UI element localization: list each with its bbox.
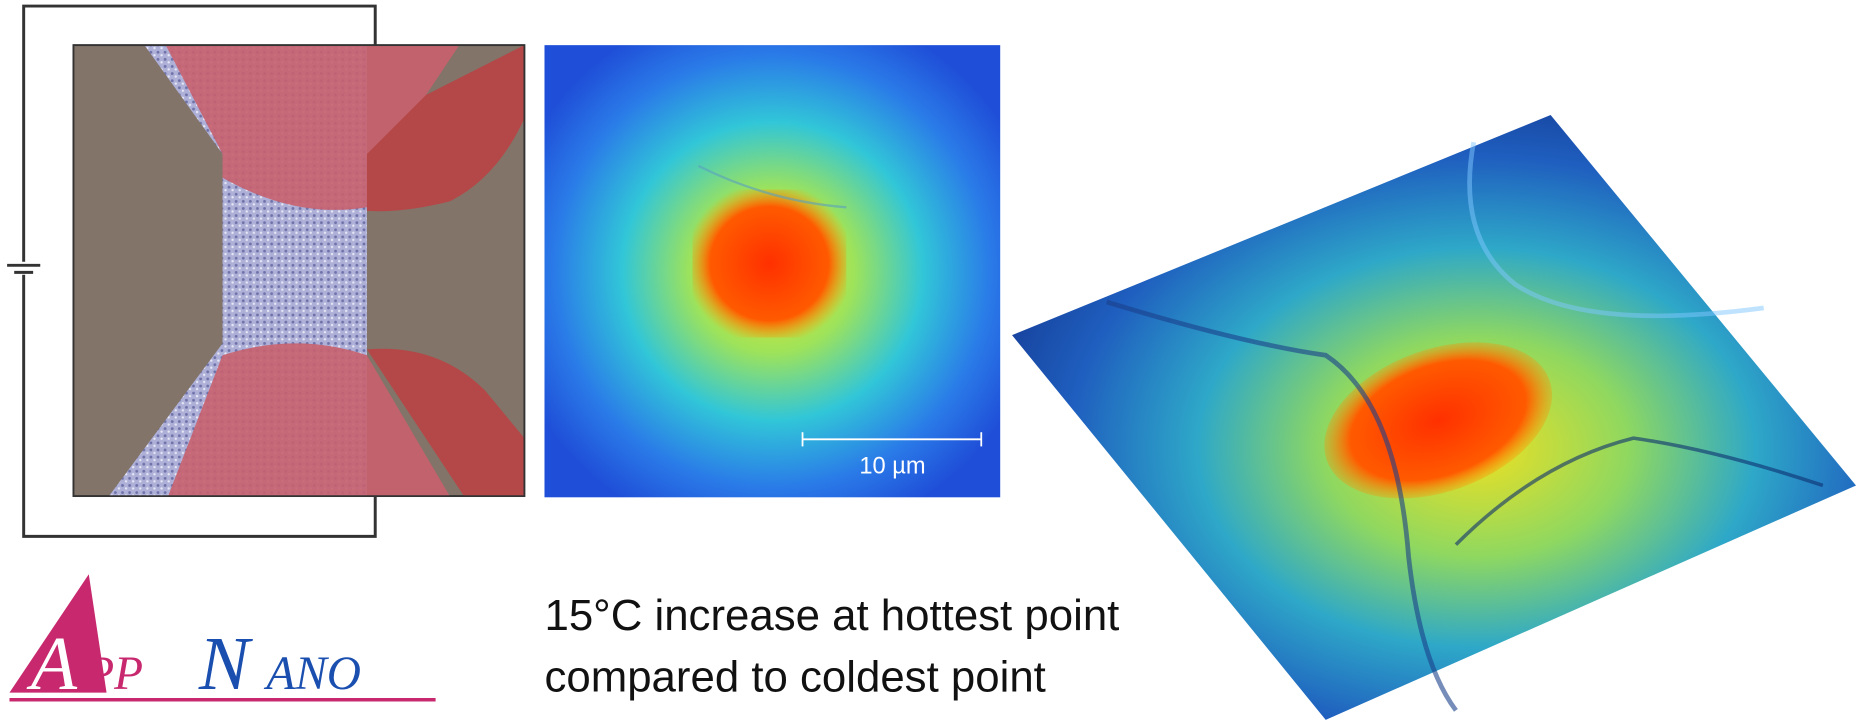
caption-line: compared to coldest point xyxy=(544,652,1045,701)
logo-initial-n: N xyxy=(198,622,254,706)
thermal-map-3d xyxy=(1012,115,1856,720)
thermal-map: 10 µm xyxy=(544,45,1000,497)
logo-initial-a: A xyxy=(26,622,78,706)
caption-line: 15°C increase at hottest point xyxy=(544,591,1119,640)
logo-text-ano: ANO xyxy=(263,648,361,700)
logo: A PP N ANO xyxy=(9,574,435,706)
scale-bar-label: 10 µm xyxy=(859,454,925,480)
page: 10 µm A PP N ANO 15°C increase at hottes… xyxy=(0,0,1856,720)
slide: 10 µm A PP N ANO 15°C increase at hottes… xyxy=(0,0,1856,720)
device-schematic xyxy=(73,45,524,496)
logo-text-pp: PP xyxy=(84,648,143,700)
